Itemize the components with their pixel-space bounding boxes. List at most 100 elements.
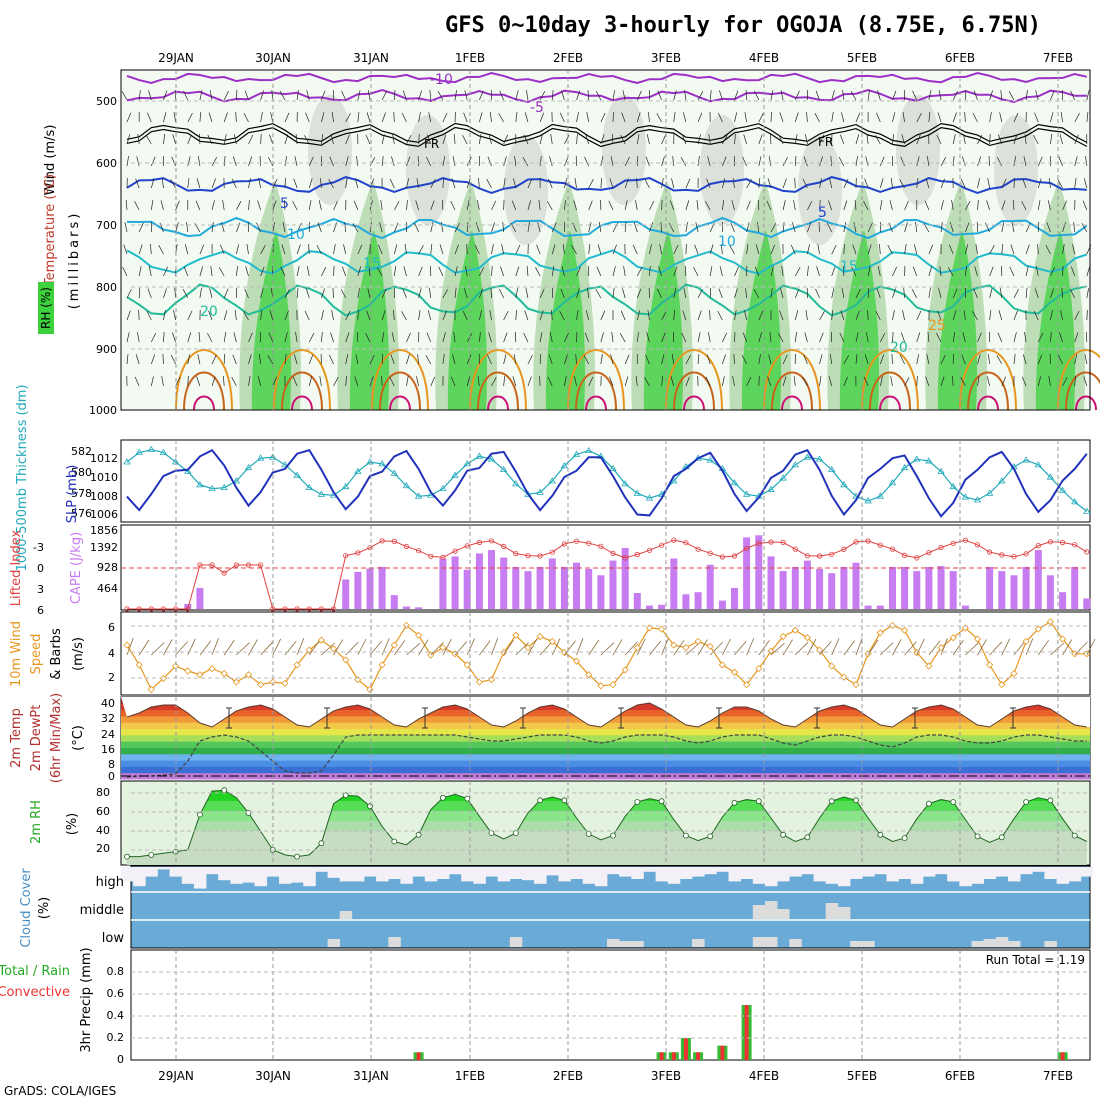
wind-barb (366, 112, 371, 123)
thickness-point (341, 482, 350, 490)
wind-barb (406, 642, 421, 656)
wind-barb (1085, 156, 1088, 167)
wind-barb (1060, 112, 1063, 123)
wind-barb (231, 377, 237, 387)
wind-barb (900, 332, 905, 343)
wind-barb (1013, 640, 1026, 656)
wind-barb (430, 244, 433, 255)
wind-barb (296, 266, 300, 277)
wind-barb (418, 133, 420, 145)
wind-barb (236, 266, 238, 277)
wind-barb (600, 134, 605, 145)
li-point (415, 548, 422, 554)
wind-barb (925, 376, 930, 387)
wind-barb (197, 354, 201, 365)
wind-barb (843, 355, 850, 365)
wind-barb (538, 200, 541, 211)
tick-label: 5FEB (847, 51, 877, 65)
wind-barb (803, 354, 808, 365)
footer-credit: GrADS: COLA/IGES (4, 1084, 116, 1098)
wind-barb (244, 90, 249, 101)
wind-barb (624, 200, 628, 211)
wind-barb (1059, 134, 1063, 145)
thickness-point (621, 480, 629, 487)
wind-barb (260, 266, 265, 277)
wind-barb (819, 376, 822, 387)
wind-speed-point (828, 662, 836, 670)
cape-bar (646, 605, 653, 609)
wind-barb (693, 266, 699, 277)
wind-barb (863, 376, 869, 387)
wind-barb (208, 310, 213, 321)
wind-barb (381, 156, 384, 167)
wind-barb (333, 377, 339, 387)
cloud-low-bar (509, 937, 523, 947)
wind-barb (354, 178, 359, 189)
wind-barb (1013, 332, 1017, 343)
wind-barb (199, 266, 204, 277)
wind-barb (402, 288, 407, 299)
wind-barb (636, 134, 640, 145)
wind-barb (610, 354, 614, 365)
cape-bar (621, 547, 629, 609)
wind-barb (268, 332, 274, 343)
cloud-low-bar (1008, 941, 1021, 947)
tick-label: 30JAN (255, 1069, 291, 1083)
wind-barb (1013, 354, 1016, 365)
wind-barb (996, 156, 1003, 167)
thickness-point (378, 460, 386, 467)
wind-barb (418, 288, 422, 299)
wind-barb (466, 221, 469, 233)
wind-barb (916, 310, 922, 321)
wind-barb (916, 113, 922, 123)
wind-barb (600, 177, 603, 189)
wind-barb (175, 376, 181, 387)
rh-plume (447, 230, 488, 410)
wind-barb (211, 222, 214, 233)
axis-label-wind: Wind (m/s) (43, 125, 58, 196)
wind-barb (794, 90, 800, 101)
tick-label: 3 (37, 583, 44, 596)
wind-barb (1086, 90, 1090, 101)
wind-barb (936, 134, 942, 145)
wind-barb (244, 288, 249, 299)
cloud-high-bar (813, 867, 827, 882)
axis-label-cloud-unit: (%) (37, 897, 52, 920)
wind-barb (376, 267, 383, 277)
wind-barb (899, 179, 905, 189)
wind-barb (965, 266, 967, 277)
wind-barb (357, 638, 367, 656)
wind-barb (183, 90, 189, 101)
wind-barb (454, 288, 457, 299)
wind-barb (418, 90, 423, 101)
wind-barb (392, 134, 395, 145)
tick-label: 4 (108, 647, 115, 660)
wind-barb (791, 222, 796, 233)
wind-barb (977, 178, 980, 189)
wind-barb (515, 288, 519, 299)
wind-barb (1024, 332, 1027, 343)
wind-barb (478, 177, 480, 189)
cloud-high-bar (679, 867, 693, 879)
wind-barb (175, 222, 179, 233)
precip-convective-bar (683, 1038, 688, 1060)
wind-barb (951, 375, 954, 387)
wind-barb (223, 134, 227, 145)
wind-barb (648, 112, 650, 123)
wind-barb (892, 288, 896, 299)
thickness-point (888, 479, 897, 486)
thickness-point (439, 484, 447, 491)
wind-barb (964, 111, 966, 123)
isotherm-35 (683, 395, 705, 411)
wind-barb (709, 266, 713, 277)
isotherm-35 (291, 395, 313, 411)
wind-speed-point (402, 621, 411, 629)
cloud-high-bar (1080, 867, 1094, 877)
wind-barb (525, 288, 529, 299)
li-line (127, 539, 1088, 610)
wind-barb (381, 288, 387, 299)
wind-barb (526, 265, 529, 277)
cape-bar (439, 558, 447, 609)
wind-barb (649, 640, 662, 656)
